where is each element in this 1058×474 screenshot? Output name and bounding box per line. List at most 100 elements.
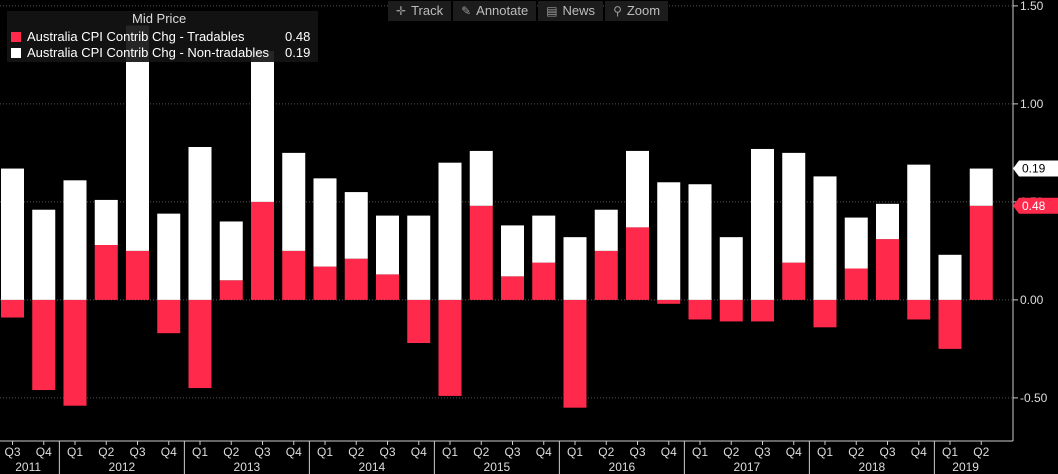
x-tick-label: Q4 xyxy=(36,445,52,459)
bar-tradables xyxy=(313,266,337,300)
bar-non-tradables xyxy=(876,203,899,240)
bar-non-tradables xyxy=(657,182,681,300)
y-tick-label: 0.00 xyxy=(1020,293,1044,307)
x-tick-label: Q4 xyxy=(661,445,677,459)
bar-tradables xyxy=(719,299,743,322)
bar-non-tradables xyxy=(751,148,774,300)
bar-non-tradables xyxy=(407,215,431,300)
x-tick-label: Q2 xyxy=(598,445,614,459)
bar-tradables xyxy=(813,299,837,328)
track-label: Track xyxy=(411,3,444,18)
bar-tradables xyxy=(532,262,556,300)
bar-non-tradables xyxy=(157,213,181,300)
x-year-label: 2017 xyxy=(734,460,761,474)
y-tick-label: 1.00 xyxy=(1020,97,1044,111)
bar-non-tradables xyxy=(844,217,868,269)
bar-tradables xyxy=(938,299,962,349)
bar-non-tradables xyxy=(251,50,274,202)
bar-tradables xyxy=(688,299,712,320)
x-tick-label: Q2 xyxy=(973,445,989,459)
x-tick-label: Q2 xyxy=(98,445,114,459)
x-tick-label: Q1 xyxy=(317,445,333,459)
bar-tradables xyxy=(751,299,774,322)
bar-tradables xyxy=(563,299,587,408)
bar-tradables xyxy=(94,245,118,300)
x-tick-label: Q3 xyxy=(4,445,20,459)
zoom-label: Zoom xyxy=(626,3,661,18)
bar-tradables xyxy=(32,299,56,391)
chart-legend: Mid Price Australia CPI Contrib Chg - Tr… xyxy=(7,11,318,62)
bar-tradables xyxy=(188,299,212,389)
last-value-tag-non-tradables xyxy=(1013,160,1058,177)
bar-tradables xyxy=(594,250,618,300)
x-tick-label: Q4 xyxy=(286,445,302,459)
bar-non-tradables xyxy=(719,237,743,300)
x-tick-label: Q4 xyxy=(536,445,552,459)
bar-non-tradables xyxy=(126,25,149,251)
bar-tradables xyxy=(63,299,87,406)
legend-swatch-tradables xyxy=(11,31,21,42)
bar-tradables xyxy=(438,299,462,396)
bar-tradables xyxy=(469,205,493,300)
x-year-label: 2013 xyxy=(234,460,261,474)
bar-tradables xyxy=(969,205,993,300)
legend-swatch-non-tradables xyxy=(11,47,21,58)
bar-tradables xyxy=(907,299,931,320)
bar-non-tradables xyxy=(282,152,306,251)
bar-non-tradables xyxy=(63,180,87,300)
x-tick-label: Q3 xyxy=(879,445,895,459)
bar-tradables xyxy=(407,299,431,343)
bar-non-tradables xyxy=(563,237,587,300)
crosshair-icon: ✛ xyxy=(396,4,407,18)
pencil-icon: ✎ xyxy=(461,4,472,18)
x-tick-label: Q4 xyxy=(911,445,927,459)
bar-tradables xyxy=(219,280,243,300)
x-tick-label: Q1 xyxy=(192,445,208,459)
bar-non-tradables xyxy=(1,168,24,300)
x-year-label: 2019 xyxy=(952,460,979,474)
legend-item-tradables[interactable]: Australia CPI Contrib Chg - Tradables xyxy=(11,29,244,44)
x-tick-label: Q1 xyxy=(67,445,83,459)
bar-tradables xyxy=(251,201,274,300)
bar-non-tradables xyxy=(469,150,493,206)
bar-tradables xyxy=(157,299,181,334)
bar-non-tradables xyxy=(938,254,962,300)
y-tick-label: -0.50 xyxy=(1020,391,1048,405)
news-label: News xyxy=(562,3,596,18)
magnifier-icon: ⚲ xyxy=(613,4,622,18)
x-tick-label: Q4 xyxy=(161,445,177,459)
bar-tradables xyxy=(282,250,306,300)
legend-label-non-tradables: Australia CPI Contrib Chg - Non-tradable… xyxy=(27,45,270,60)
last-value-tag-non-tradables-text: 0.19 xyxy=(1022,162,1046,176)
annotate-button[interactable]: ✎ Annotate xyxy=(453,1,537,21)
bar-non-tradables xyxy=(594,209,618,251)
x-tick-label: Q4 xyxy=(786,445,802,459)
bar-non-tradables xyxy=(313,178,337,267)
x-tick-label: Q3 xyxy=(629,445,645,459)
bar-non-tradables xyxy=(32,209,56,300)
legend-item-non-tradables[interactable]: Australia CPI Contrib Chg - Non-tradable… xyxy=(11,45,269,60)
zoom-button[interactable]: ⚲ Zoom xyxy=(605,1,669,21)
track-button[interactable]: ✛ Track xyxy=(388,1,452,21)
x-tick-label: Q3 xyxy=(254,445,270,459)
legend-value-non-tradables: 0.19 xyxy=(285,45,311,60)
x-year-label: 2016 xyxy=(609,460,636,474)
bar-tradables xyxy=(876,239,899,300)
bar-tradables xyxy=(657,299,681,304)
x-tick-label: Q2 xyxy=(723,445,739,459)
bar-non-tradables xyxy=(344,192,368,259)
bar-non-tradables xyxy=(626,150,649,228)
bar-tradables xyxy=(1,299,24,318)
x-tick-label: Q2 xyxy=(848,445,864,459)
news-icon: ▤ xyxy=(546,4,558,18)
last-value-tag-tradables xyxy=(1013,197,1058,214)
bar-non-tradables xyxy=(813,176,837,300)
bar-non-tradables xyxy=(188,147,212,300)
x-tick-label: Q1 xyxy=(942,445,958,459)
news-button[interactable]: ▤ News xyxy=(538,1,604,21)
bar-non-tradables xyxy=(532,215,556,263)
legend-title: Mid Price xyxy=(132,11,187,26)
bar-non-tradables xyxy=(438,162,462,300)
annotate-label: Annotate xyxy=(476,3,529,18)
